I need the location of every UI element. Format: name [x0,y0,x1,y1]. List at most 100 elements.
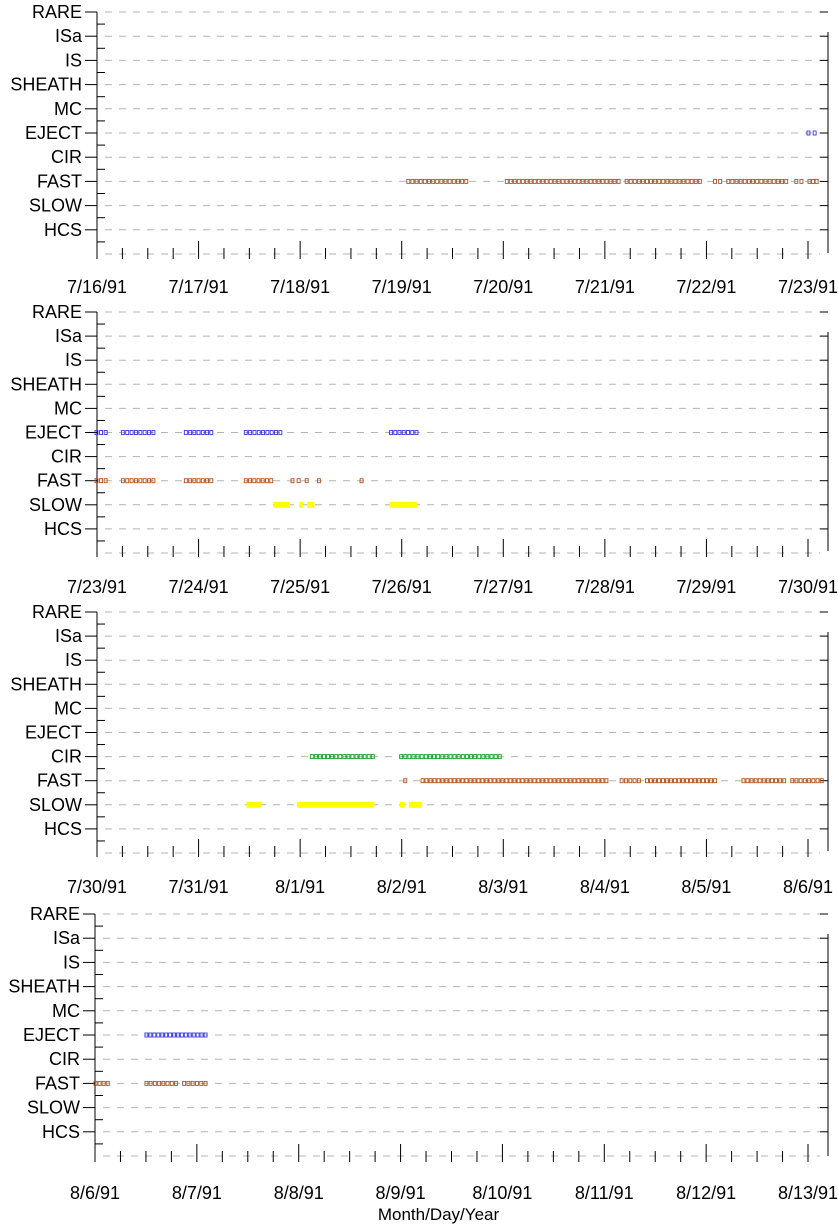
data-point-fast [794,178,799,184]
data-point-fast [199,1080,204,1086]
data-point-eject [188,430,193,435]
data-point-fast [94,478,99,484]
data-point-eject [256,430,261,435]
data-point-fast [753,778,758,784]
data-point-fast [414,178,419,184]
data-point-fast [780,178,784,184]
data-point-fast [520,178,525,184]
x-tick-label: 8/3/91 [478,877,528,897]
data-point-fast [640,178,645,184]
segment-fast [316,478,321,484]
data-point-fast [592,178,597,184]
data-point-eject [191,1032,196,1038]
data-point-fast [689,778,693,784]
segment-eject [94,430,108,435]
y-tick-label-cir: CIR [51,447,82,467]
data-point-eject [147,430,151,435]
y-tick-label-rare: RARE [30,904,80,924]
y-tick-label-slow: SLOW [29,795,82,815]
data-point-fast [814,178,819,184]
data-point-fast [456,178,460,184]
data-point-fast [142,478,147,484]
data-point-cir [448,754,453,760]
data-point-fast [151,478,156,484]
data-point-fast [596,778,601,784]
data-point-fast [713,178,717,184]
data-point-fast [697,778,702,784]
data-point-cir [354,754,359,760]
y-tick-label-eject: EJECT [25,123,82,143]
segment-fast [504,178,621,184]
data-point-cir [407,754,412,760]
y-tick-label-fast: FAST [37,771,82,791]
data-point-eject [129,430,134,435]
data-point-fast [548,778,553,784]
data-point-cir [419,754,424,760]
data-point-eject [243,430,248,435]
data-point-fast [761,778,766,784]
data-point-cir [338,754,343,760]
data-point-fast [701,778,706,784]
data-point-fast [152,1080,157,1086]
data-point-cir [362,754,367,760]
data-point-fast [452,778,457,784]
x-tick-label: 8/13/91 [778,1183,838,1203]
data-point-eject [125,430,130,435]
data-point-fast [576,178,581,184]
data-point-fast [161,1080,166,1086]
data-point-fast [807,178,812,184]
data-point-fast [763,178,768,184]
data-point-cir [489,754,494,760]
data-point-fast [645,178,649,184]
segment-fast [403,778,408,784]
segment-cir [399,754,502,760]
y-tick-label-is: IS [65,650,82,670]
data-point-fast [784,178,789,184]
x-tick-label: 7/20/91 [473,277,533,297]
data-point-fast [196,478,201,484]
data-point-fast [512,178,517,184]
data-point-fast [209,478,214,484]
segment-fast [120,478,156,484]
data-point-fast [580,778,585,784]
data-point-fast [290,478,295,484]
y-tick-label-mc: MC [54,398,82,418]
y-tick-label-fast: FAST [37,471,82,491]
data-point-eject [103,430,108,435]
y-tick-label-isa: ISa [55,626,83,646]
x-tick-label: 7/18/91 [270,277,330,297]
data-point-fast [564,178,569,184]
data-point-fast [243,478,248,484]
data-point-cir [456,754,461,760]
segment-fast [94,478,108,484]
segment-slow [408,801,423,808]
y-tick-label-sheath: SHEATH [10,674,82,694]
data-point-fast [296,478,301,484]
segment-fast [183,478,214,484]
data-point-fast [709,778,714,784]
data-point-fast [572,778,577,784]
data-point-eject [278,430,283,435]
data-point-fast [129,478,134,484]
data-point-fast [548,178,553,184]
data-point-fast [677,178,682,184]
data-point-fast [406,178,411,184]
data-point-cir [370,754,375,760]
data-point-fast [165,1080,170,1086]
data-point-eject [401,430,406,435]
data-point-cir [473,754,478,760]
data-point-cir [313,754,318,760]
data-point-eject [183,1032,188,1038]
data-point-fast [815,778,820,784]
data-point-fast [97,1080,102,1086]
data-point-fast [269,478,274,484]
data-point-cir [399,754,404,760]
data-point-cir [415,754,420,760]
segment-slow [389,501,417,508]
y-tick-label-cir: CIR [49,1049,80,1069]
data-point-fast [260,478,265,484]
x-tick-label: 7/30/91 [778,577,838,597]
y-tick-label-hcs: HCS [44,519,82,539]
data-point-fast [619,778,624,784]
data-point-fast [600,778,605,784]
